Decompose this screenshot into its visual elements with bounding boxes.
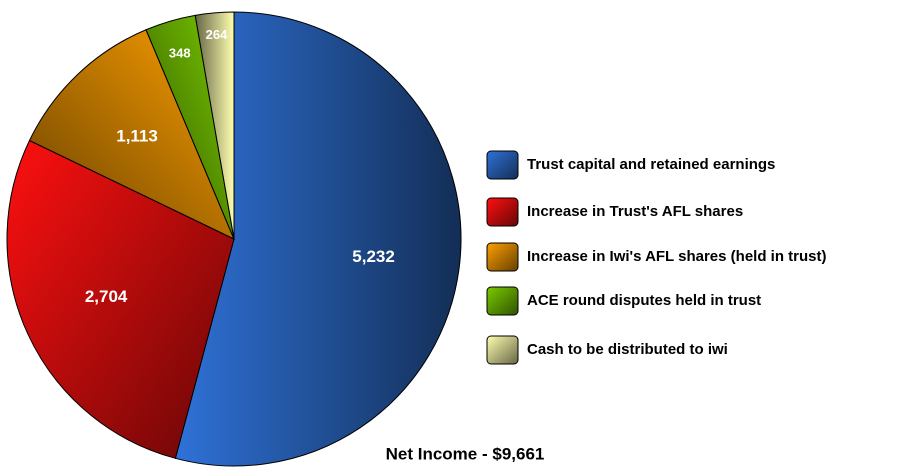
legend-label: Increase in Trust's AFL shares (527, 203, 743, 220)
legend-label: Increase in Iwi's AFL shares (held in tr… (527, 248, 826, 265)
data-label: 2,704 (85, 287, 128, 306)
legend-swatch (486, 150, 519, 180)
pie-slice (194, 11, 235, 240)
legend-swatch (486, 286, 519, 316)
legend-swatch (486, 242, 519, 272)
legend-label: ACE round disputes held in trust (527, 292, 761, 309)
legend-label: Trust capital and retained earnings (527, 156, 775, 173)
pie-slice (174, 11, 462, 467)
data-label: 348 (169, 45, 191, 60)
data-label: 264 (206, 27, 228, 42)
chart-title: Net Income - $9,661 (386, 444, 545, 463)
data-label: 5,232 (352, 247, 395, 266)
pie-slice (6, 139, 235, 459)
data-label: 1,113 (116, 126, 158, 145)
legend-swatch (486, 335, 519, 365)
legend-swatch (486, 197, 519, 227)
legend-label: Cash to be distributed to iwi (527, 341, 728, 358)
pie-slice (28, 29, 235, 241)
